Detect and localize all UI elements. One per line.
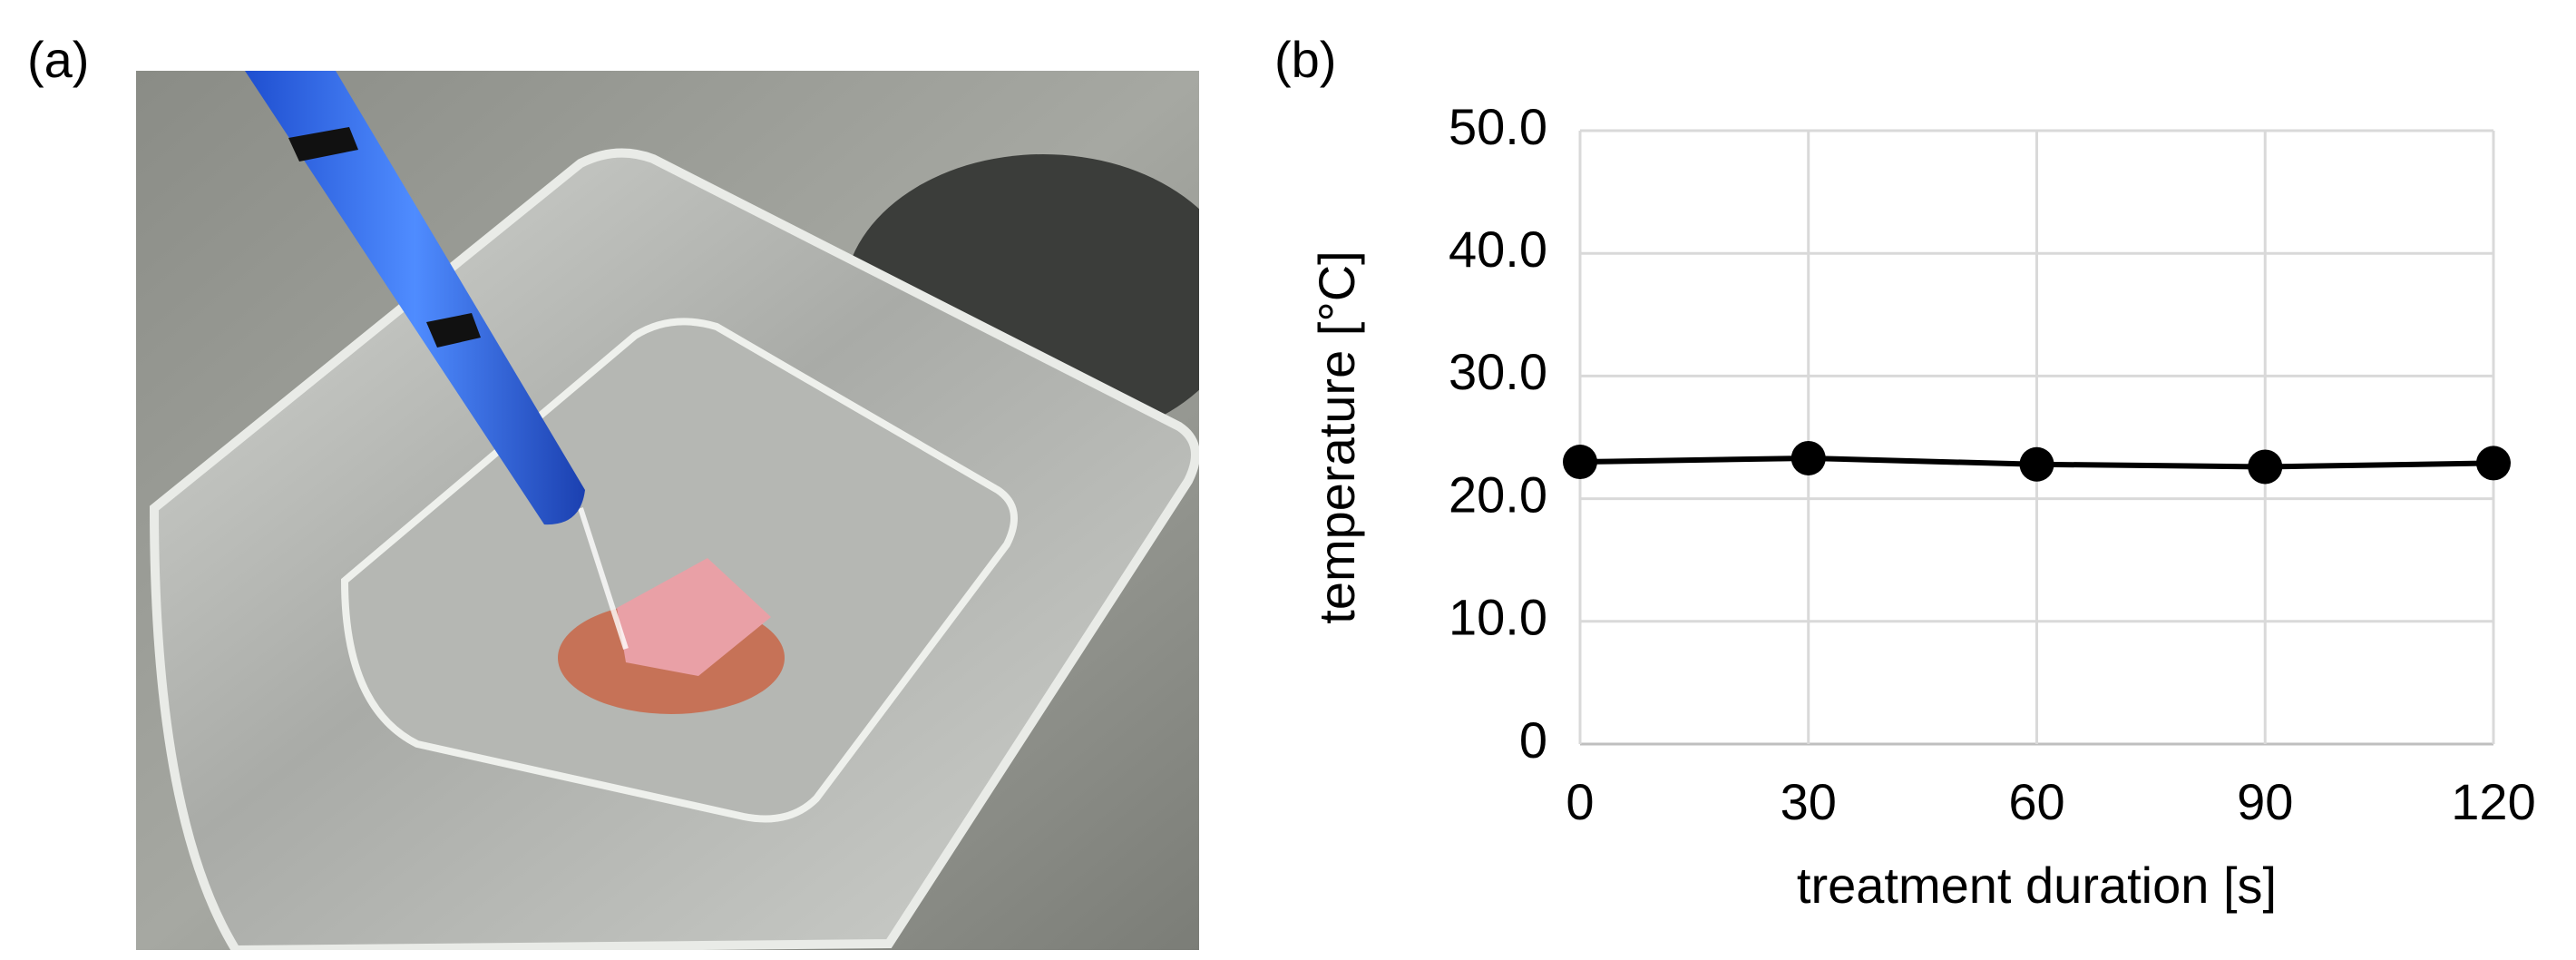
data-point [1791,440,1826,475]
y-tick-label: 0 [1519,711,1547,769]
data-point [2248,449,2283,485]
y-tick-label: 30.0 [1449,343,1547,400]
x-tick-label: 90 [2237,773,2293,830]
x-axis-title: treatment duration [s] [1797,857,2277,914]
x-tick-label: 60 [2008,773,2064,830]
data-point [1563,445,1597,480]
x-tick-label: 30 [1781,773,1837,830]
y-tick-label: 40.0 [1449,220,1547,278]
photo [136,71,1199,950]
y-tick-label: 50.0 [1449,98,1547,155]
y-tick-label: 10.0 [1449,589,1547,646]
panel-label: (a) [27,31,89,88]
y-tick-label: 20.0 [1449,465,1547,523]
y-axis-title: temperature [°C] [1308,250,1365,623]
data-point [2476,446,2511,481]
x-tick-label: 0 [1566,773,1594,830]
data-point [2019,446,2054,482]
panel-label: (b) [1274,31,1336,88]
x-tick-label: 120 [2451,773,2535,830]
